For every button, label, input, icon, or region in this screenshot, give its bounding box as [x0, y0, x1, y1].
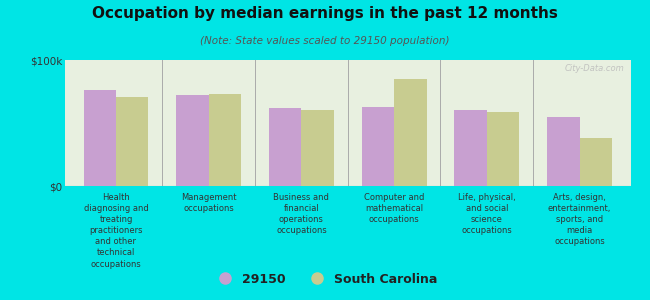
Text: Occupation by median earnings in the past 12 months: Occupation by median earnings in the pas… [92, 6, 558, 21]
Bar [454, 110, 487, 186]
Bar [547, 117, 580, 186]
Bar [176, 95, 209, 186]
Bar [269, 108, 302, 186]
Text: City-Data.com: City-Data.com [565, 64, 625, 73]
Bar [84, 90, 116, 186]
Bar [361, 106, 394, 186]
Bar [116, 97, 148, 186]
Bar [394, 79, 426, 186]
Legend: 29150, South Carolina: 29150, South Carolina [207, 268, 443, 291]
Text: (Note: State values scaled to 29150 population): (Note: State values scaled to 29150 popu… [200, 36, 450, 46]
Bar [302, 110, 334, 186]
Bar [487, 112, 519, 186]
Bar [209, 94, 241, 186]
Bar [580, 138, 612, 186]
